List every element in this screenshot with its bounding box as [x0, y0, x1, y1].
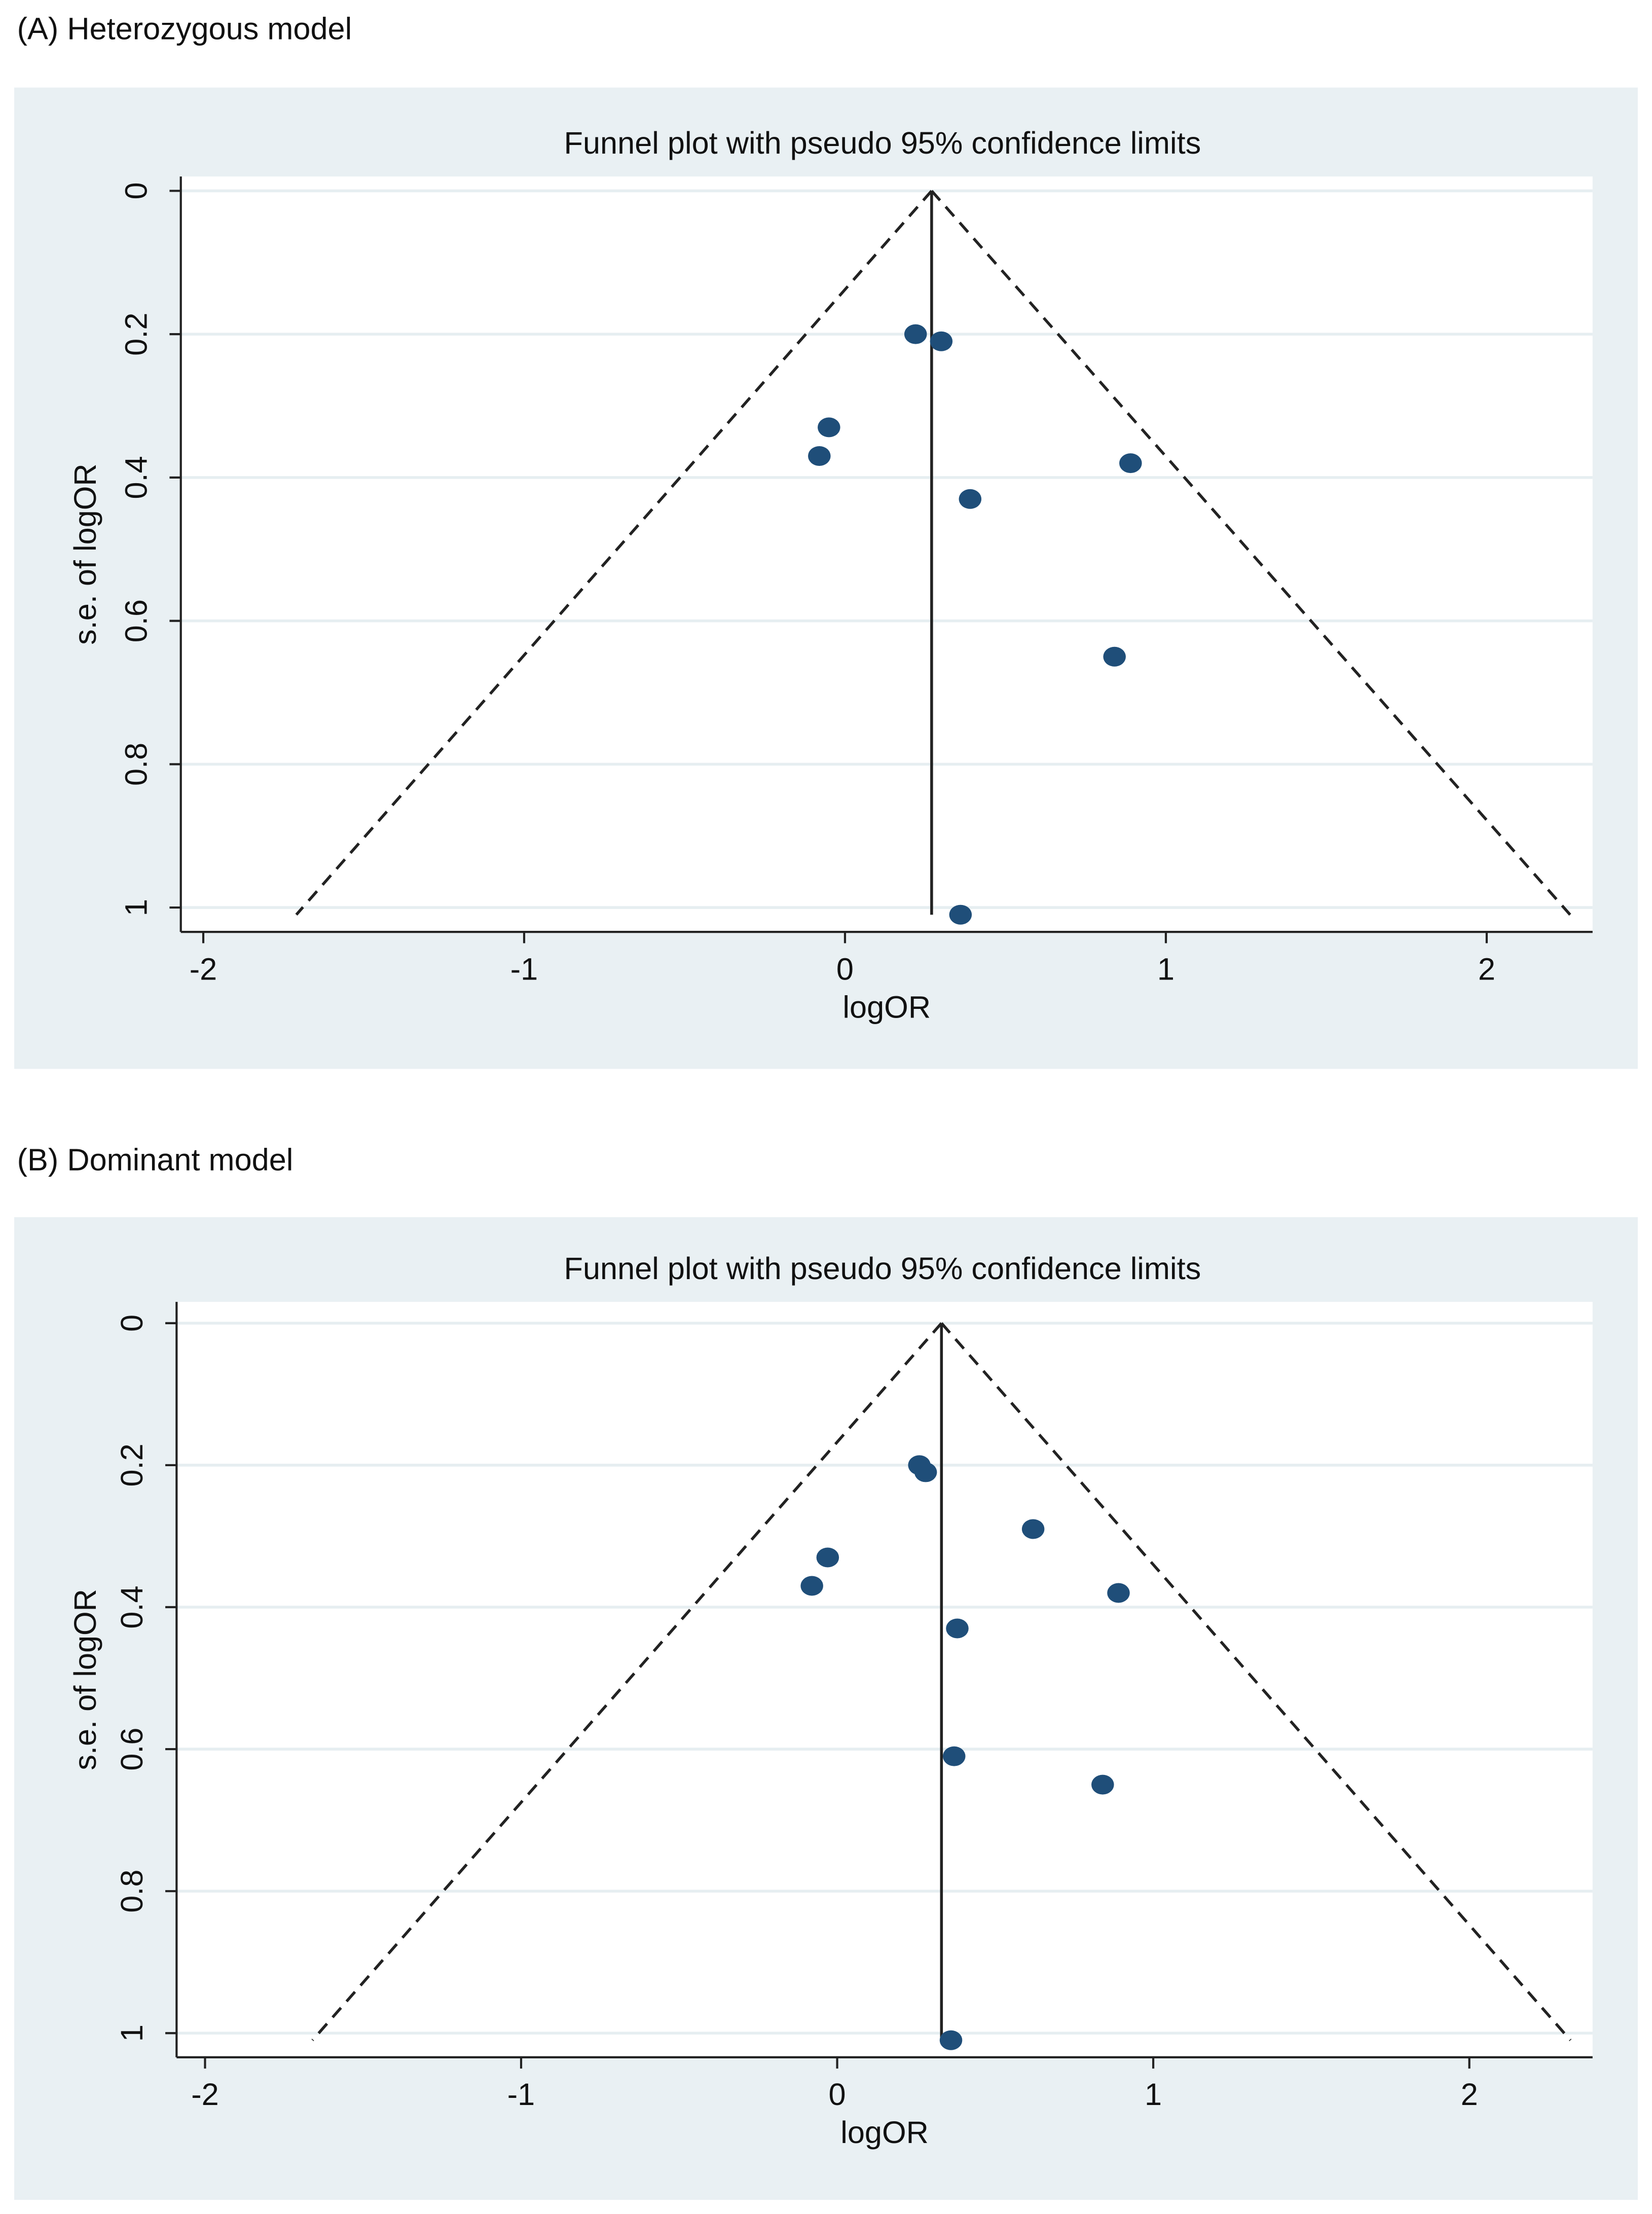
study-point: [939, 2030, 963, 2050]
x-axis-label: logOR: [840, 2115, 929, 2150]
y-tick-label: 0.6: [115, 1728, 149, 1771]
study-point: [816, 1547, 839, 1568]
panel-label: (A) Heterozygous model: [17, 11, 352, 46]
study-point: [942, 1746, 966, 1766]
study-point: [1103, 646, 1126, 667]
chart-title: Funnel plot with pseudo 95% confidence l…: [564, 126, 1201, 160]
study-point: [930, 331, 953, 351]
study-point: [914, 1462, 937, 1482]
y-axis-label: s.e. of logOR: [68, 1589, 102, 1770]
funnel-limit: [940, 1322, 1572, 2042]
x-tick-label: -1: [507, 2077, 535, 2112]
x-tick-label: 1: [1145, 2077, 1162, 2112]
x-tick-label: 0: [836, 952, 854, 986]
y-tick-label: 0.4: [119, 456, 153, 499]
chart-title: Funnel plot with pseudo 95% confidence l…: [564, 1251, 1201, 1286]
plot-area: [180, 176, 1593, 932]
x-tick-label: 0: [829, 2077, 846, 2112]
study-point: [808, 446, 831, 466]
study-point: [949, 904, 972, 925]
x-tick-label: 1: [1157, 952, 1174, 986]
y-axis-label: s.e. of logOR: [68, 463, 102, 645]
x-tick-label: -2: [190, 952, 217, 986]
panel-label: (B) Dominant model: [17, 1142, 293, 1177]
funnel-limit: [930, 190, 1571, 916]
study-point: [946, 1618, 969, 1639]
y-tick-label: 0.2: [119, 313, 153, 356]
funnel-limit: [311, 1322, 943, 2042]
plot-area: [176, 1301, 1593, 2057]
x-tick-label: 2: [1461, 2077, 1478, 2112]
study-point: [1091, 1774, 1114, 1795]
x-tick-label: -2: [191, 2077, 218, 2112]
y-tick-label: 0.4: [115, 1585, 149, 1628]
study-point: [959, 489, 982, 509]
study-point: [818, 417, 840, 438]
funnel-limit: [295, 190, 933, 916]
y-tick-label: 1: [119, 899, 153, 916]
x-axis-label: logOR: [842, 990, 931, 1025]
study-point: [800, 1576, 823, 1596]
y-tick-label: 0.8: [119, 743, 153, 786]
y-tick-label: 0: [115, 1315, 149, 1332]
y-tick-label: 0.6: [119, 599, 153, 642]
study-point: [904, 324, 927, 344]
x-tick-label: -1: [510, 952, 538, 986]
y-tick-label: 0.2: [115, 1443, 149, 1486]
x-tick-label: 2: [1478, 952, 1495, 986]
study-point: [1107, 1583, 1130, 1603]
y-tick-label: 0.8: [115, 1870, 149, 1913]
study-point: [1021, 1519, 1045, 1539]
study-point: [1119, 453, 1142, 474]
y-tick-label: 0: [119, 182, 153, 199]
y-tick-label: 1: [115, 2024, 149, 2042]
